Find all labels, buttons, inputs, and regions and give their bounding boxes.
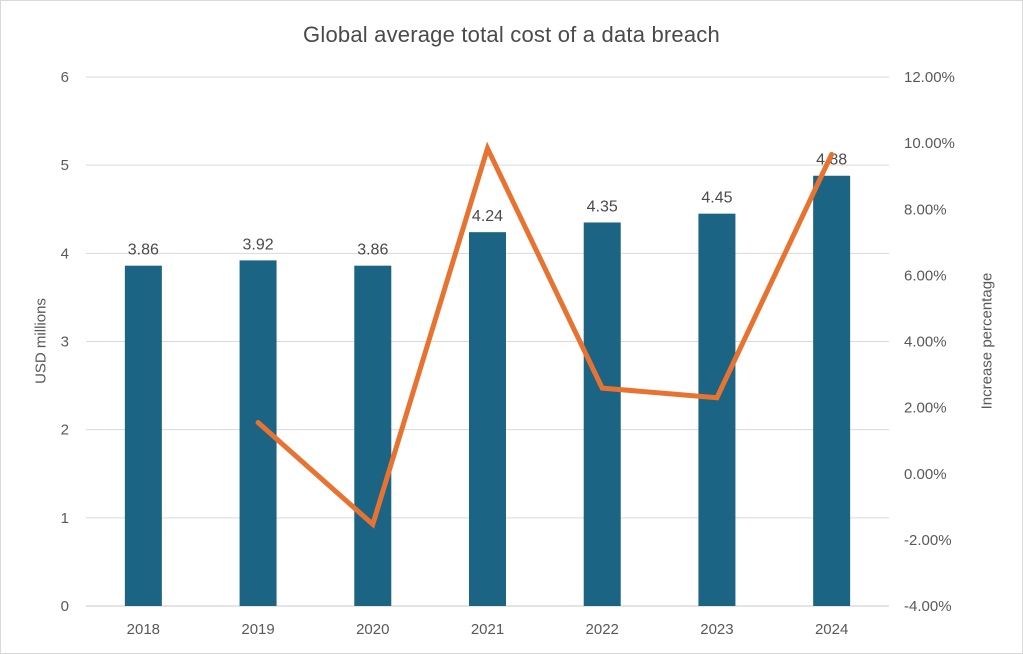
right-axis-tick: 4.00% [904,334,947,351]
x-axis-label-2022: 2022 [586,621,619,638]
bar-value-label-2020: 3.86 [357,242,388,259]
bar-2021 [469,232,506,606]
left-axis-tick: 1 [61,510,69,527]
right-axis-tick: 6.00% [904,267,947,284]
bar-2018 [124,265,162,606]
bar-value-label-2019: 3.92 [243,236,274,253]
bar-value-label-2023: 4.45 [701,190,732,207]
x-axis-label-2021: 2021 [471,621,504,638]
left-axis-tick: 3 [61,334,69,351]
bar-value-label-2021: 4.24 [472,208,503,225]
x-axis-label-2019: 2019 [241,621,274,638]
bar-2023 [698,213,736,607]
right-axis-tick: -2.00% [904,532,952,549]
x-axis-label-2023: 2023 [700,621,733,638]
bar-2022 [583,222,621,606]
right-axis-tick: 12.00% [904,69,955,86]
left-axis-tick: 4 [61,245,69,262]
bar-2024 [813,175,851,606]
bar-value-label-2022: 4.35 [587,198,618,215]
bar-value-label-2018: 3.86 [128,242,159,259]
x-axis-label-2024: 2024 [815,621,848,638]
left-axis-tick: 2 [61,422,69,439]
right-axis-tick: -4.00% [904,598,952,615]
bar-2020 [354,265,392,606]
left-axis-tick: 6 [61,69,69,86]
x-axis-label-2020: 2020 [356,621,389,638]
increase-percentage-line [255,141,835,529]
left-axis-tick: 5 [61,157,69,174]
chart-title: Global average total cost of a data brea… [303,22,720,47]
right-axis-tick: 8.00% [904,201,947,218]
x-axis-label-2018: 2018 [127,621,160,638]
right-axis-tick: 0.00% [904,466,947,483]
bar-value-label-2024: 4.88 [816,152,847,169]
right-axis-tick: 2.00% [904,400,947,417]
right-axis-tick: 10.00% [904,135,955,152]
left-axis-tick: 0 [61,598,69,615]
